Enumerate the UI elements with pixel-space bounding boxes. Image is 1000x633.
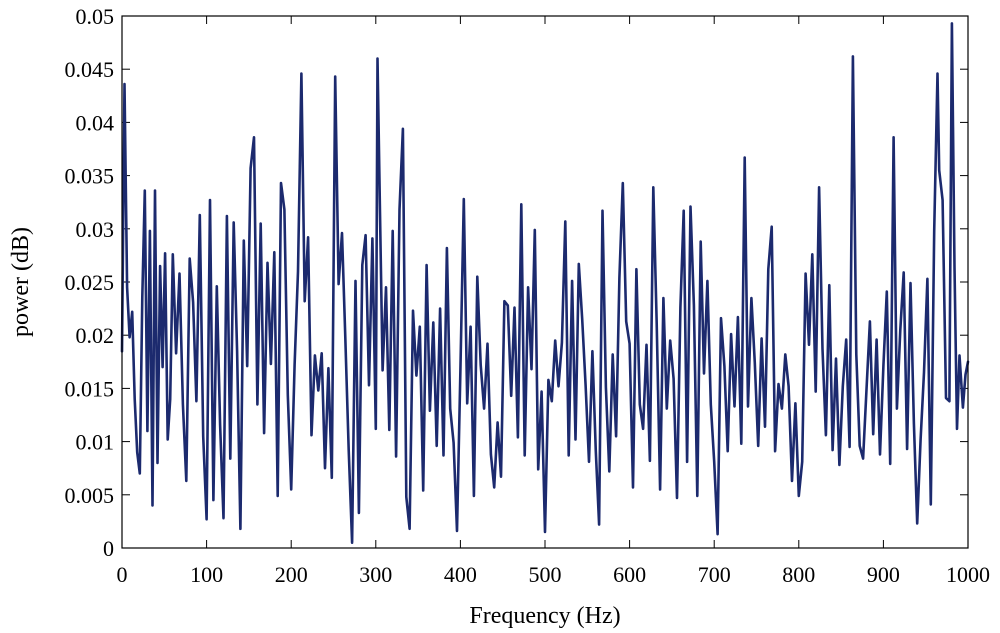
x-tick-label: 0 — [117, 562, 128, 587]
y-tick-label: 0.02 — [76, 323, 115, 348]
y-tick-label: 0.04 — [76, 110, 115, 135]
x-tick-label: 900 — [867, 562, 900, 587]
tick-labels: 0 100 200 300 400 500 600 700 800 900 1000 0 0.005 0.… — [65, 4, 991, 587]
y-tick-label: 0 — [103, 536, 114, 561]
x-tick-label: 400 — [444, 562, 477, 587]
x-tick-label: 200 — [275, 562, 308, 587]
plot-frame — [121, 15, 969, 549]
y-tick-label: 0.035 — [65, 164, 115, 189]
y-tick-label: 0.01 — [76, 430, 115, 455]
x-tick-label: 1000 — [946, 562, 990, 587]
x-tick-label: 700 — [698, 562, 731, 587]
x-tick-label: 300 — [359, 562, 392, 587]
plot-area — [122, 16, 968, 548]
x-tick-label: 800 — [782, 562, 815, 587]
x-axis-title: Frequency (Hz) — [469, 603, 620, 629]
x-tick-label: 500 — [529, 562, 562, 587]
y-tick-label: 0.05 — [76, 4, 115, 29]
y-tick-label: 0.015 — [65, 376, 115, 401]
x-tick-label: 100 — [190, 562, 223, 587]
y-axis-title: power (dB) — [8, 227, 34, 337]
y-tick-label: 0.045 — [65, 57, 115, 82]
y-tick-label: 0.005 — [65, 483, 115, 508]
y-tick-label: 0.025 — [65, 270, 115, 295]
y-tick-label: 0.03 — [76, 217, 115, 242]
x-tick-label: 600 — [613, 562, 646, 587]
series-line — [120, 22, 970, 544]
